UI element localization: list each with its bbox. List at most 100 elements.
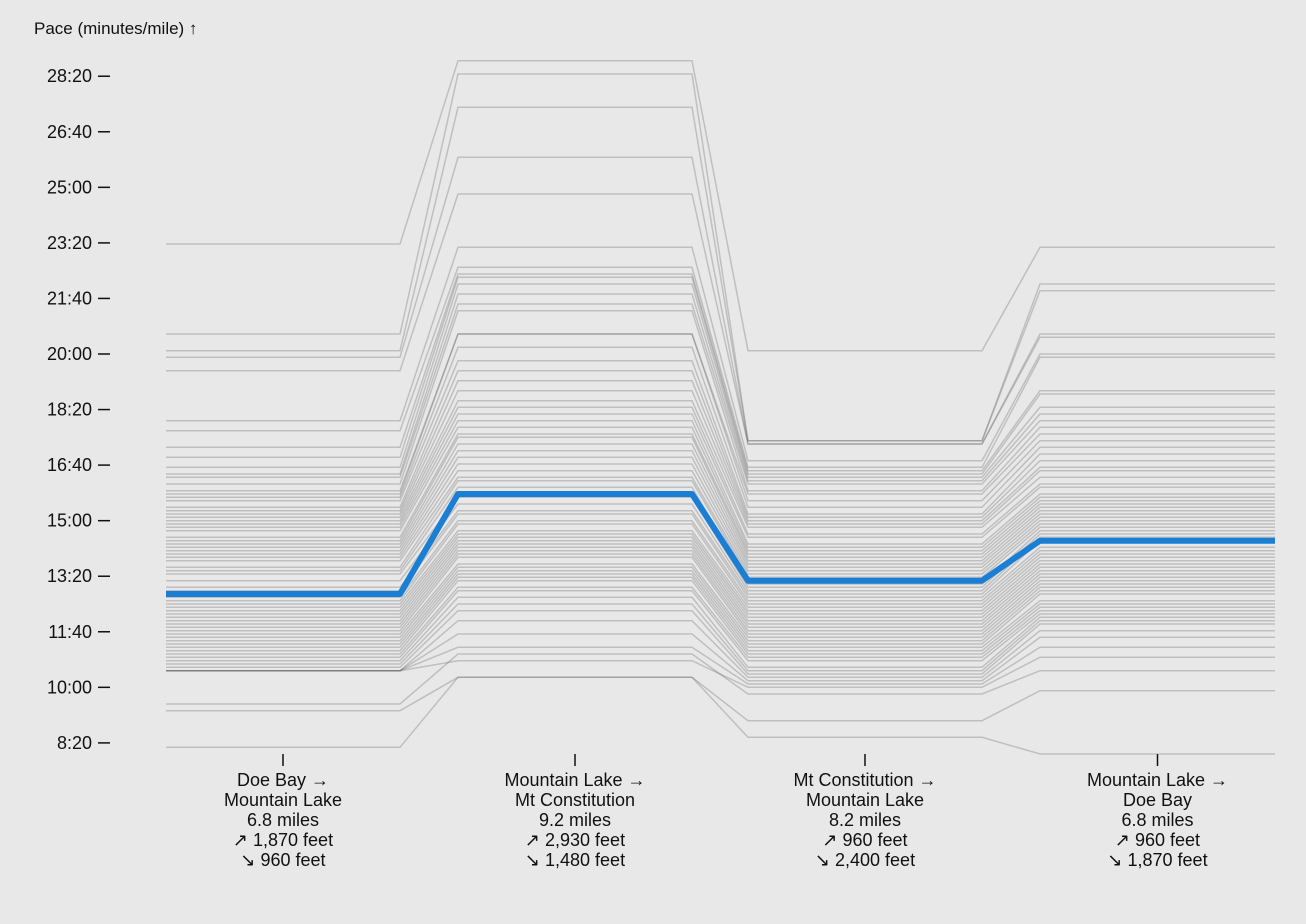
x-tick-label-line: Mt Constitution → [793, 770, 936, 790]
y-tick-label: 25:00 [47, 177, 92, 197]
x-tick-label-line: 9.2 miles [539, 810, 611, 830]
x-tick-label-line: ↗ 1,870 feet [233, 830, 333, 850]
runner-line [166, 603, 1275, 672]
runner-line [166, 509, 1275, 595]
runner-line [166, 569, 1275, 645]
y-tick-label: 28:20 [47, 66, 92, 86]
x-tick-label-line: Mountain Lake [224, 790, 342, 810]
runner-line [166, 523, 1275, 605]
runner-lines [166, 59, 1275, 755]
runner-line [166, 546, 1275, 625]
runner-line [166, 293, 1275, 482]
runner-line [166, 563, 1275, 639]
runner-line [166, 463, 1275, 569]
runner-line [166, 543, 1275, 622]
x-tick-label-line: Doe Bay → [237, 770, 329, 790]
y-tick-label: 13:20 [47, 566, 92, 586]
x-tick-label-line: ↗ 2,930 feet [525, 830, 625, 850]
runner-line [166, 266, 1275, 469]
x-tick-label-line: 6.8 miles [1121, 810, 1193, 830]
x-tick-label-line: Mountain Lake → [1087, 770, 1228, 790]
runner-line [166, 276, 1275, 475]
runner-line [166, 303, 1275, 485]
runner-line [166, 73, 1275, 442]
highlight-runner [166, 491, 1275, 597]
runner-line [166, 609, 1275, 675]
runner-line [166, 273, 1275, 472]
runner-line [166, 596, 1275, 669]
runner-line [166, 419, 1275, 545]
y-tick-label: 26:40 [47, 122, 92, 142]
runner-line [166, 59, 1275, 352]
x-tick-label-line: ↗ 960 feet [822, 830, 907, 850]
runner-line [166, 309, 1275, 492]
runner-line [166, 553, 1275, 632]
y-tick-label: 11:40 [48, 622, 92, 642]
x-tick-label-line: Mountain Lake → [504, 770, 645, 790]
runner-line [166, 589, 1275, 662]
x-tick-label-line: Mt Constitution [515, 790, 635, 810]
runner-line [166, 389, 1275, 525]
runner-line [166, 346, 1275, 509]
highlight-line [166, 491, 1275, 597]
runner-line [166, 633, 1275, 682]
runner-line [166, 359, 1275, 515]
y-axis-label: Pace (minutes/mile) ↑ [34, 19, 197, 38]
runner-line [166, 469, 1275, 572]
runner-line [166, 549, 1275, 629]
runner-line [166, 619, 1275, 679]
y-tick-label: 15:00 [47, 511, 92, 531]
runner-line [166, 653, 1275, 705]
runner-line [166, 283, 1275, 479]
runner-line [166, 399, 1275, 529]
runner-line [166, 406, 1275, 535]
y-tick-label: 21:40 [47, 288, 92, 308]
runner-line [166, 156, 1275, 445]
y-tick-label: 20:00 [47, 344, 92, 364]
runner-line [166, 576, 1275, 652]
runner-line [166, 479, 1275, 579]
runner-line [166, 519, 1275, 602]
runner-line [166, 533, 1275, 612]
y-tick-label: 10:00 [47, 677, 92, 697]
y-axis: 8:20 10:00 11:40 13:20 15:00 16:40 18:20 20:00 2… [47, 66, 110, 753]
x-tick-label-line: 6.8 miles [247, 810, 319, 830]
runner-line [166, 539, 1275, 619]
runner-line [166, 579, 1275, 655]
y-tick-label: 8:20 [57, 733, 92, 753]
x-tick-label-line: 8.2 miles [829, 810, 901, 830]
runner-line [166, 586, 1275, 659]
runner-line [166, 193, 1275, 445]
x-tick-label-line: ↘ 2,400 feet [815, 850, 915, 870]
runner-line [166, 676, 1275, 722]
runner-line [166, 556, 1275, 635]
runner-line [166, 566, 1275, 642]
x-tick-label-line: ↘ 1,870 feet [1107, 850, 1207, 870]
y-tick-label: 18:20 [47, 400, 92, 420]
runner-line [166, 443, 1275, 559]
x-tick-label-line: Doe Bay [1123, 790, 1192, 810]
runner-line [166, 529, 1275, 609]
runner-line [166, 676, 1275, 755]
runner-line [166, 656, 1275, 689]
y-tick-label: 23:20 [47, 233, 92, 253]
runner-line [166, 333, 1275, 502]
runner-line [166, 646, 1275, 685]
runner-line [166, 436, 1275, 555]
runner-line [166, 379, 1275, 522]
runner-line [166, 426, 1275, 549]
runner-line [166, 106, 1275, 442]
runner-line [166, 456, 1275, 565]
x-tick-label-line: ↘ 1,480 feet [525, 850, 625, 870]
x-tick-label-line: ↗ 960 feet [1115, 830, 1200, 850]
y-tick-label: 16:40 [47, 455, 92, 475]
runner-line [166, 246, 1275, 462]
x-tick-label-line: Mountain Lake [806, 790, 924, 810]
runner-line [166, 573, 1275, 649]
